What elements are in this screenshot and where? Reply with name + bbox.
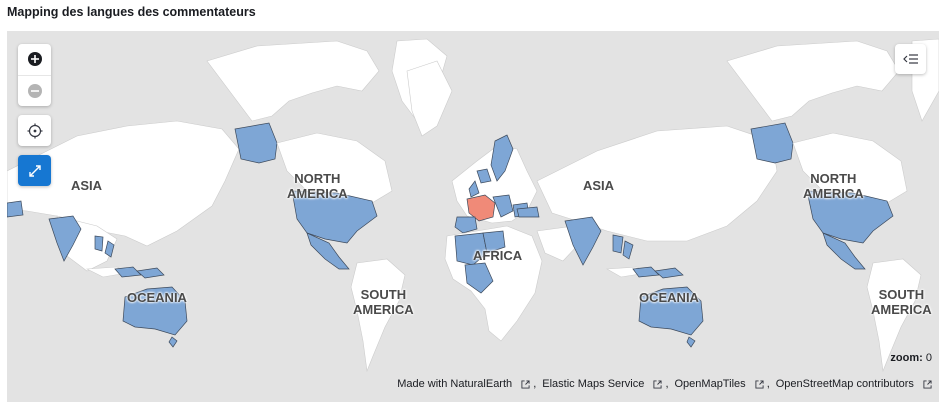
attribution-link-ems[interactable]: Elastic Maps Service ,: [542, 378, 669, 390]
panel-title: Mapping des langues des commentateurs: [7, 5, 256, 19]
zoom-out-button[interactable]: [18, 74, 51, 107]
set-view-button[interactable]: [18, 115, 51, 146]
continent-label-oceania: OCEANIA: [127, 290, 187, 305]
continent-label-south-america: SOUTH AMERICA: [871, 287, 932, 317]
continent-label-asia: ASIA: [71, 178, 103, 193]
attribution-link-openmaptiles[interactable]: OpenMapTiles ,: [674, 378, 770, 390]
continent-label-north-america: NORTH AMERICA: [287, 171, 348, 201]
zoom-readout: zoom: 0: [890, 352, 932, 364]
continent-label-asia: ASIA: [583, 178, 615, 193]
crosshair-icon: [27, 123, 42, 138]
legend-toggle-icon: [902, 54, 918, 64]
zoom-value: 0: [925, 352, 932, 364]
external-link-icon: [521, 379, 530, 389]
legend-toggle-button[interactable]: [895, 44, 926, 74]
map-attribution: Made with NaturalEarth , Elastic Maps Se…: [397, 378, 932, 390]
continent-label-south-america: SOUTH AMERICA: [353, 287, 414, 317]
attribution-text: OpenStreetMap contributors: [775, 378, 914, 390]
attribution-link-naturalearth[interactable]: Made with NaturalEarth ,: [397, 378, 537, 390]
attribution-link-openstreetmap[interactable]: OpenStreetMap contributors: [776, 378, 932, 390]
minus-circle-icon: [27, 83, 42, 98]
zoom-control-group: [18, 44, 51, 106]
world-map-basemap: [7, 38, 939, 373]
attribution-text: Elastic Maps Service: [542, 378, 645, 390]
external-link-icon: [923, 379, 932, 389]
zoom-in-button[interactable]: [18, 44, 51, 75]
fullscreen-button[interactable]: [18, 155, 51, 186]
expand-icon: [28, 164, 41, 177]
zoom-label: zoom:: [890, 352, 923, 364]
external-link-icon: [653, 379, 662, 389]
map-canvas[interactable]: ASIA NORTH AMERICA AFRICA ASIA NORTH AME…: [7, 31, 939, 402]
continent-label-africa: AFRICA: [473, 248, 523, 263]
continent-label-oceania: OCEANIA: [639, 290, 699, 305]
continent-label-north-america: NORTH AMERICA: [803, 171, 864, 201]
attribution-text: OpenMapTiles: [674, 378, 746, 390]
plus-circle-icon: [27, 52, 42, 67]
attribution-text: Made with NaturalEarth: [397, 378, 513, 390]
external-link-icon: [755, 379, 764, 389]
